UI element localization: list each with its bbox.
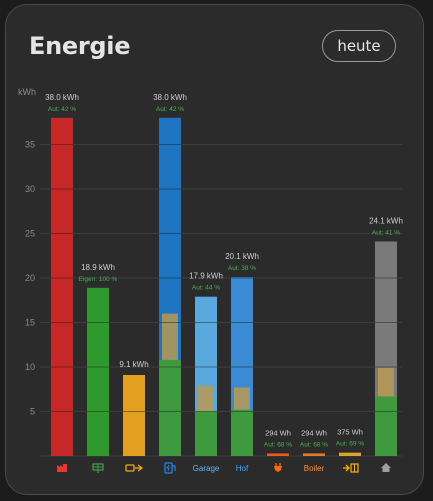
y-tick-label: 15: [25, 318, 35, 328]
bar-autarky-label: Aut: 38 %: [228, 265, 256, 272]
bar-value-label: 9.1 kWh: [119, 360, 148, 369]
plug-icon: [274, 463, 282, 472]
home-icon: [381, 463, 391, 472]
bar: [303, 453, 325, 456]
bar-value-label: 24.1 kWh: [369, 217, 403, 226]
battery-export-icon: [125, 464, 144, 472]
card-title: Energie: [29, 32, 131, 60]
bar-overlay-segment: [378, 367, 394, 397]
bar-value-label: 20.1 kWh: [225, 252, 259, 261]
factory-icon: [57, 464, 67, 472]
bar: [339, 452, 361, 456]
category-label: Garage: [193, 464, 220, 473]
energy-card: Energie heute kWh 5 10 15 20 25 30 35 38.0 kWh Au…: [5, 4, 424, 495]
heater-icon: [343, 463, 359, 473]
bar-overlay-segment: [162, 313, 178, 360]
bar-autarky-label: Aut: 68 %: [264, 441, 292, 448]
bar: [123, 375, 145, 456]
y-axis-unit-label: kWh: [18, 87, 36, 97]
bar-autarky-label: Eigen: 100 %: [79, 276, 118, 283]
y-tick-label: 10: [25, 362, 35, 372]
bar-autarky-label: Aut: 44 %: [192, 285, 220, 292]
bar-value-label: 17.9 kWh: [189, 272, 223, 281]
bar-value-label: 38.0 kWh: [45, 93, 79, 102]
category-label: Boiler: [304, 464, 325, 473]
bar-autarky-label: Aut: 41 %: [372, 230, 400, 237]
y-tick-label: 25: [25, 229, 35, 239]
energy-bar-chart: kWh 5 10 15 20 25 30 35 38.0 kWh Aut: 42 % 18.9 kW…: [18, 87, 403, 474]
bar: [51, 117, 73, 457]
bar-autarky-segment: [159, 359, 181, 456]
period-button-today[interactable]: heute: [322, 30, 396, 62]
bar-value-label: 375 Wh: [337, 428, 363, 437]
bar-overlay-segment: [234, 387, 250, 410]
bar-autarky-segment: [375, 396, 397, 456]
category-label: Hof: [236, 464, 249, 473]
bar-value-label: 294 Wh: [265, 428, 291, 437]
bar-autarky-label: Aut: 68 %: [300, 441, 328, 448]
y-tick-label: 20: [25, 273, 35, 283]
bar-value-label: 18.9 kWh: [81, 263, 115, 272]
bar-autarky-segment: [195, 411, 217, 456]
bar-autarky-label: Aut: 42 %: [48, 106, 76, 113]
bar-value-label: 38.0 kWh: [153, 93, 187, 102]
solar-panel-icon: [92, 463, 104, 473]
y-tick-label: 35: [25, 140, 35, 150]
y-tick-label: 30: [25, 184, 35, 194]
y-tick-label: 5: [30, 407, 35, 417]
bar-autarky-label: Aut: 42 %: [156, 106, 184, 113]
bar: [267, 453, 289, 456]
bar-autarky-label: Aut: 69 %: [336, 441, 364, 448]
bar-value-label: 294 Wh: [301, 428, 327, 437]
bar-autarky-segment: [231, 409, 253, 456]
ev-charger-icon: [164, 462, 176, 474]
bar: [87, 287, 109, 456]
bar-overlay-segment: [198, 385, 214, 412]
